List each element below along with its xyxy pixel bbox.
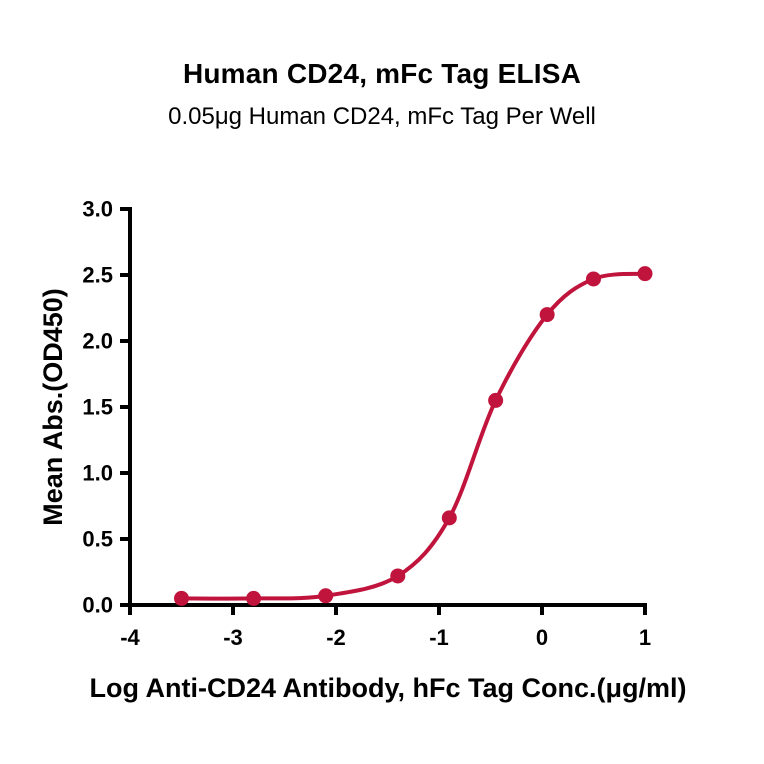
y-tick-label: 3.0 bbox=[82, 197, 113, 222]
x-tick-label: -1 bbox=[429, 625, 449, 650]
data-points bbox=[174, 266, 653, 606]
data-point-marker bbox=[246, 590, 262, 606]
data-point-marker bbox=[390, 568, 406, 584]
x-tick-label: 0 bbox=[536, 625, 548, 650]
x-tick-label: -3 bbox=[223, 625, 243, 650]
y-tick-label: 1.0 bbox=[82, 461, 113, 486]
y-tick-label: 2.5 bbox=[82, 263, 113, 288]
y-tick-label: 0.5 bbox=[82, 527, 113, 552]
y-axis-label: Mean Abs.(OD450) bbox=[38, 288, 68, 526]
chart-subtitle: 0.05μg Human CD24, mFc Tag Per Well bbox=[168, 103, 596, 130]
fit-curve bbox=[179, 271, 647, 601]
data-point-marker bbox=[586, 271, 601, 287]
chart-title: Human CD24, mFc Tag ELISA bbox=[182, 58, 582, 89]
data-point-marker bbox=[539, 307, 555, 323]
data-point-marker bbox=[637, 266, 653, 282]
y-tick-label: 2.0 bbox=[82, 329, 113, 354]
x-axis-label: Log Anti-CD24 Antibody, hFc Tag Conc.(μg… bbox=[90, 673, 687, 703]
data-point-marker bbox=[318, 588, 334, 604]
data-point-marker bbox=[488, 392, 504, 408]
data-point-marker bbox=[441, 510, 457, 526]
y-tick-label: 1.5 bbox=[82, 395, 113, 420]
y-ticks: 0.0 0.5 1.0 1.5 2.0 2.5 3.0 bbox=[82, 197, 130, 618]
x-tick-label: 1 bbox=[639, 625, 651, 650]
data-point-marker bbox=[174, 590, 189, 606]
y-tick-label: 0.0 bbox=[82, 593, 113, 618]
axes bbox=[128, 207, 647, 607]
x-tick-label: -2 bbox=[326, 625, 346, 650]
x-ticks: -4 -3 -2 -1 0 1 bbox=[120, 605, 651, 650]
x-tick-label: -4 bbox=[120, 625, 140, 650]
